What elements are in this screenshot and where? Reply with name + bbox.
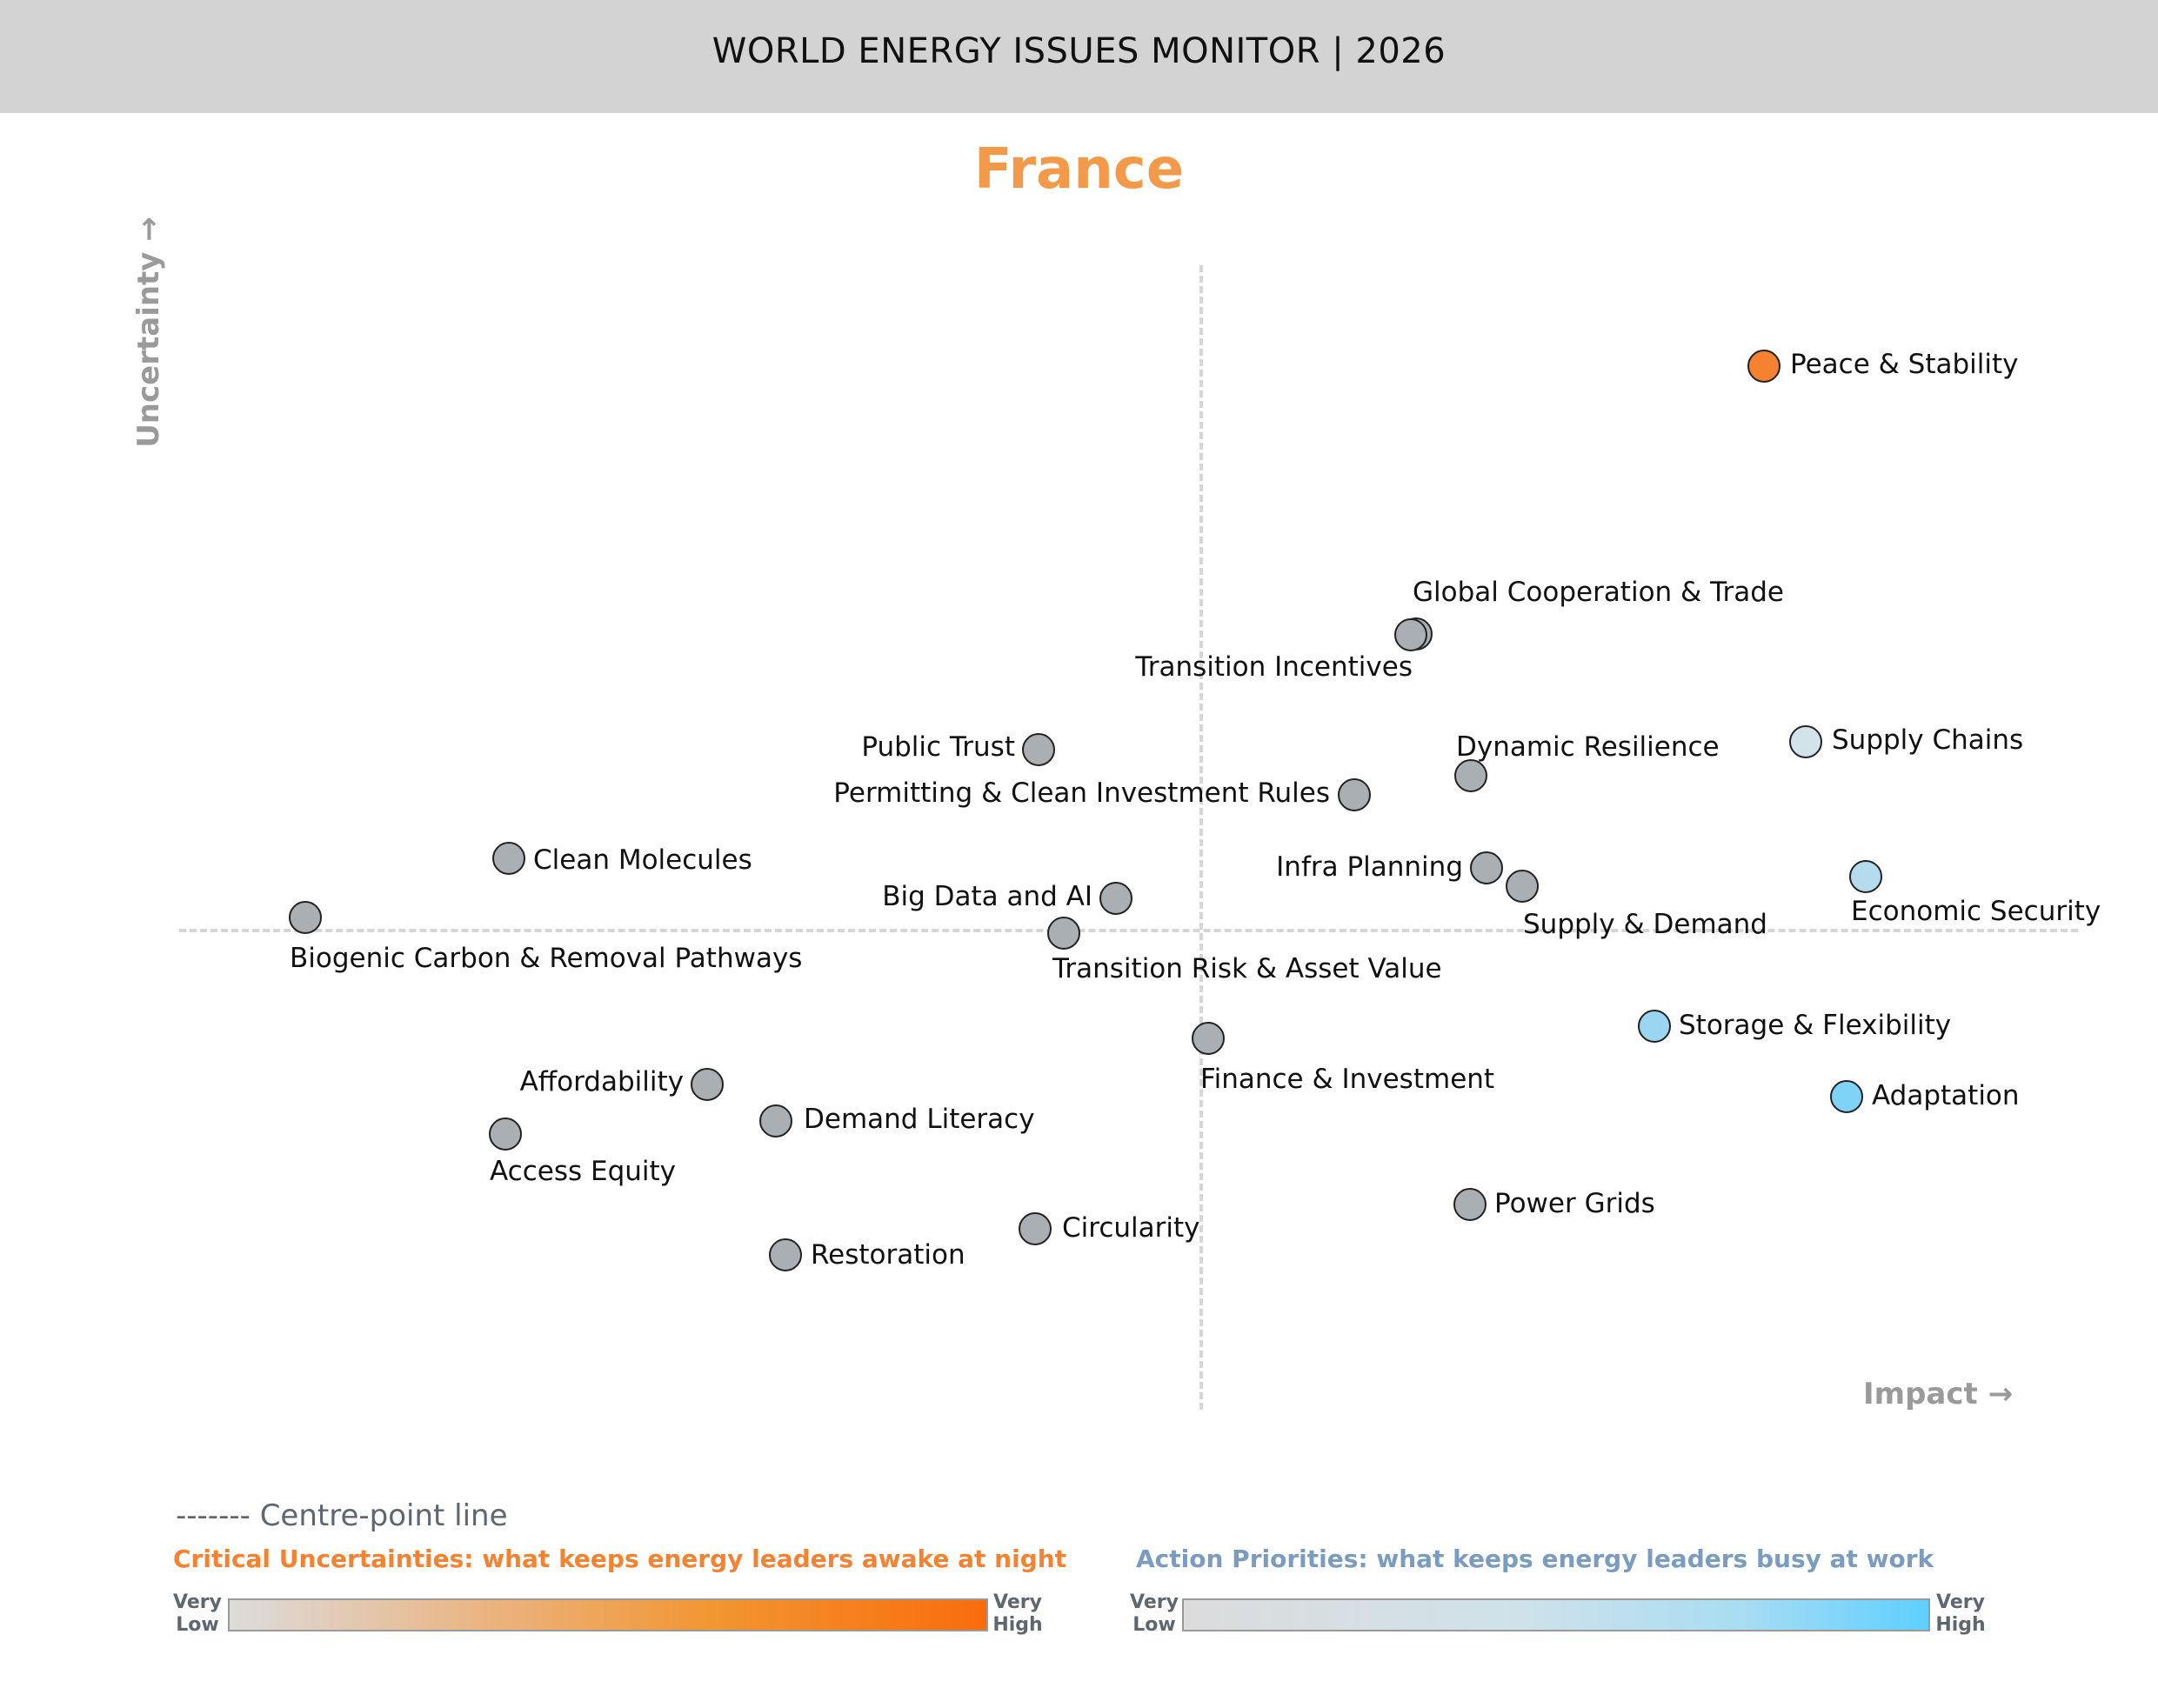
data-point-marker [1747,350,1781,383]
data-point-marker [1192,1022,1225,1055]
data-point-label: Adaptation [1872,1080,2020,1111]
data-point-marker [1638,1010,1671,1043]
horizontal-centre-line [179,929,2078,932]
data-point-label: Affordability [519,1066,684,1098]
data-point-marker [1849,860,1882,893]
data-point-marker [1047,917,1080,950]
data-point-marker [1830,1080,1863,1113]
country-title: France [973,137,1185,202]
report-title: WORLD ENERGY ISSUES MONITOR | 2026 [712,31,1446,71]
data-point-label: Peace & Stability [1790,349,2019,380]
critical-uncertainties-title: Critical Uncertainties: what keeps energ… [173,1545,1067,1573]
very-text: Very [1936,1591,1985,1613]
header-band: WORLD ENERGY ISSUES MONITOR | 2026 [0,0,2158,113]
centre-point-legend: ------- Centre-point line [176,1498,508,1533]
low-text: Low [1132,1614,1176,1636]
data-point-label: Finance & Investment [1200,1064,1495,1095]
data-point-label: Biogenic Carbon & Removal Pathways [290,943,803,974]
data-point-marker [1789,725,1822,758]
data-point-marker [492,842,525,875]
data-point-marker [769,1238,802,1271]
data-point-label: Clean Molecules [533,844,752,876]
data-point-label: Transition Incentives [1135,651,1413,683]
data-point-label: Demand Literacy [804,1104,1035,1135]
data-point-marker [1453,1188,1487,1221]
critical-uncertainty-gradient-bar [228,1598,988,1631]
data-point-label: Restoration [811,1239,965,1271]
low-text: Low [176,1614,219,1636]
data-point-marker [289,901,322,934]
action-scale-high-label: Very High [1934,1591,1987,1637]
data-point-marker [1454,759,1487,792]
data-point-label: Economic Security [1851,896,2101,927]
data-point-marker [1338,778,1371,811]
data-point-marker [1019,1212,1052,1245]
data-point-marker [691,1068,724,1101]
data-point-label: Circularity [1062,1212,1200,1244]
data-point-label: Power Grids [1494,1188,1655,1219]
y-axis-label: Uncertainty → [131,217,166,448]
high-text: High [1935,1614,1986,1636]
action-priority-gradient-bar [1182,1598,1930,1631]
data-point-marker [1506,870,1539,903]
data-point-label: Transition Risk & Asset Value [1052,953,1442,984]
data-point-label: Global Cooperation & Trade [1413,577,1784,608]
x-axis-label: Impact → [1863,1377,2014,1411]
action-priorities-title: Action Priorities: what keeps energy lea… [1136,1545,1934,1573]
very-text: Very [173,1591,222,1613]
data-point-label: Supply & Demand [1523,909,1767,940]
data-point-label: Supply Chains [1832,724,2024,756]
data-point-label: Permitting & Clean Investment Rules [833,777,1330,809]
data-point-marker [1099,882,1132,915]
data-point-label: Big Data and AI [882,881,1092,912]
data-point-marker [1470,851,1503,884]
data-point-label: Public Trust [861,731,1015,763]
high-text: High [992,1614,1043,1636]
data-point-label: Infra Planning [1276,851,1463,883]
data-point-marker [489,1118,522,1151]
critical-scale-low-label: Very Low [172,1591,223,1637]
data-point-marker [1022,733,1055,766]
data-point-marker [1394,618,1427,651]
action-scale-low-label: Very Low [1129,1591,1179,1637]
vertical-centre-line [1199,265,1203,1410]
data-point-label: Access Equity [490,1156,677,1187]
data-point-label: Storage & Flexibility [1679,1010,1952,1041]
critical-scale-high-label: Very High [992,1591,1044,1637]
data-point-label: Dynamic Resilience [1456,731,1720,763]
very-text: Very [1130,1591,1179,1613]
data-point-marker [759,1104,792,1138]
very-text: Very [993,1591,1042,1613]
